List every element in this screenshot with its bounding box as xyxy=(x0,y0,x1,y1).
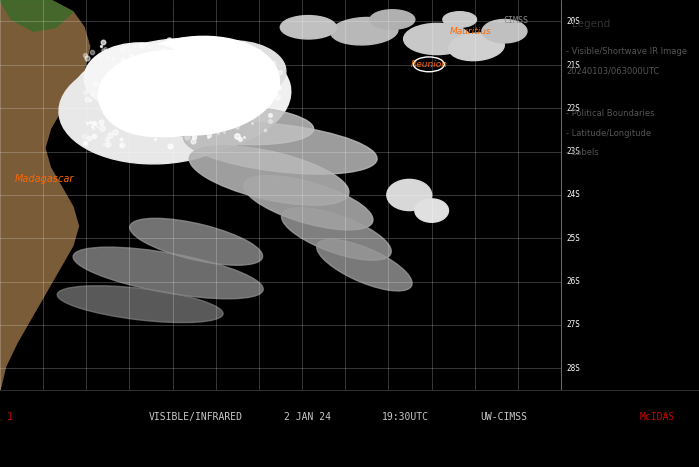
Text: UW-CIMSS: UW-CIMSS xyxy=(480,411,527,422)
Ellipse shape xyxy=(280,15,336,39)
Polygon shape xyxy=(0,0,73,31)
Text: 28S: 28S xyxy=(566,364,580,373)
Ellipse shape xyxy=(101,66,213,136)
Ellipse shape xyxy=(130,218,263,265)
Ellipse shape xyxy=(189,146,349,205)
Ellipse shape xyxy=(73,247,264,299)
Text: - Visible/Shortwave IR Image: - Visible/Shortwave IR Image xyxy=(566,47,687,56)
Ellipse shape xyxy=(99,50,238,137)
Ellipse shape xyxy=(370,10,415,29)
Ellipse shape xyxy=(68,38,291,156)
Ellipse shape xyxy=(184,122,377,174)
Text: 25S: 25S xyxy=(566,234,580,243)
Text: 21S: 21S xyxy=(566,61,580,70)
Ellipse shape xyxy=(403,23,471,55)
Ellipse shape xyxy=(282,208,391,260)
Text: Legend: Legend xyxy=(572,20,610,29)
Text: - Latitude/Longitude: - Latitude/Longitude xyxy=(566,129,651,138)
Ellipse shape xyxy=(482,20,527,43)
Text: Madagascar: Madagascar xyxy=(15,174,75,184)
Ellipse shape xyxy=(443,12,477,27)
Text: Reunion: Reunion xyxy=(410,60,447,69)
Polygon shape xyxy=(0,0,89,390)
Text: - Labels: - Labels xyxy=(566,148,599,157)
Text: 27S: 27S xyxy=(566,320,580,329)
Text: 23S: 23S xyxy=(566,147,580,156)
Ellipse shape xyxy=(113,36,280,135)
Text: Mauritius: Mauritius xyxy=(450,27,492,35)
Ellipse shape xyxy=(57,286,223,323)
Text: 20S: 20S xyxy=(566,17,580,26)
Text: McIDAS: McIDAS xyxy=(640,411,675,422)
Ellipse shape xyxy=(185,41,286,99)
Ellipse shape xyxy=(387,179,432,211)
Ellipse shape xyxy=(415,199,449,222)
Text: 26S: 26S xyxy=(566,277,580,286)
Ellipse shape xyxy=(84,43,196,113)
Ellipse shape xyxy=(317,240,412,291)
Text: 1: 1 xyxy=(7,411,13,422)
Text: CIMSS: CIMSS xyxy=(503,15,528,25)
Text: 22S: 22S xyxy=(566,104,580,113)
Text: 24S: 24S xyxy=(566,191,580,199)
Ellipse shape xyxy=(59,55,255,164)
Ellipse shape xyxy=(331,17,398,45)
Ellipse shape xyxy=(449,33,504,61)
Text: VISIBLE/INFRARED: VISIBLE/INFRARED xyxy=(149,411,243,422)
Ellipse shape xyxy=(244,176,373,230)
Text: - Political Boundaries: - Political Boundaries xyxy=(566,109,655,118)
Text: 2 JAN 24: 2 JAN 24 xyxy=(284,411,331,422)
Text: 20240103/063000UTC: 20240103/063000UTC xyxy=(566,66,659,75)
Text: 19:30UTC: 19:30UTC xyxy=(382,411,429,422)
Ellipse shape xyxy=(157,105,314,145)
